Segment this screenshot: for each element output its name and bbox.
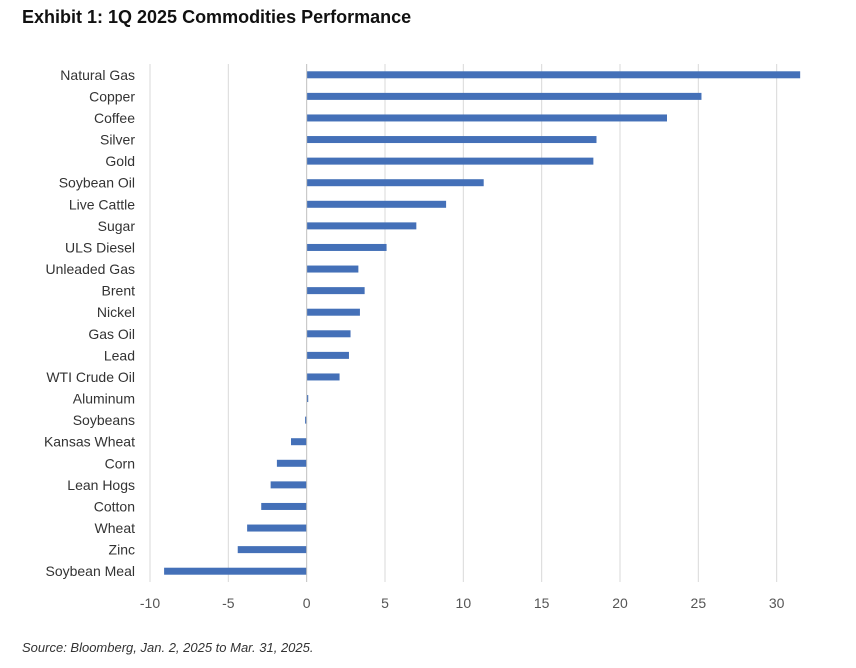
- bar-cotton: [261, 502, 307, 510]
- bar-wheat: [247, 524, 307, 532]
- source-note: Source: Bloomberg, Jan. 2, 2025 to Mar. …: [22, 640, 314, 655]
- bar-live-cattle: [306, 200, 447, 208]
- x-tick-label: -10: [140, 595, 160, 611]
- category-label-gold: Gold: [105, 153, 135, 169]
- category-label-sugar: Sugar: [98, 218, 136, 234]
- x-tick-label: 10: [456, 595, 472, 611]
- x-tick-label: 25: [691, 595, 707, 611]
- category-label-uls-diesel: ULS Diesel: [65, 239, 135, 255]
- chart-title: Exhibit 1: 1Q 2025 Commodities Performan…: [22, 7, 412, 27]
- category-label-gas-oil: Gas Oil: [88, 326, 135, 342]
- bar-uls-diesel: [306, 243, 387, 251]
- category-label-silver: Silver: [100, 132, 135, 148]
- bar-soybeans: [305, 416, 307, 424]
- category-label-unleaded-gas: Unleaded Gas: [45, 261, 135, 277]
- bar-sugar: [306, 222, 417, 230]
- category-label-live-cattle: Live Cattle: [69, 196, 135, 212]
- bar-unleaded-gas: [306, 265, 359, 273]
- bar-gas-oil: [306, 330, 351, 338]
- bar-copper: [306, 92, 702, 100]
- bar-corn: [276, 459, 307, 467]
- bar-wti-crude-oil: [306, 373, 340, 381]
- category-label-lean-hogs: Lean Hogs: [67, 477, 135, 493]
- x-tick-label: -5: [222, 595, 235, 611]
- x-tick-label: 15: [534, 595, 550, 611]
- category-label-soybean-oil: Soybean Oil: [59, 175, 135, 191]
- category-label-nickel: Nickel: [97, 304, 135, 320]
- x-tick-label: 0: [303, 595, 311, 611]
- bar-lead: [306, 351, 349, 359]
- category-label-soybean-meal: Soybean Meal: [45, 563, 135, 579]
- category-label-aluminum: Aluminum: [73, 391, 135, 407]
- category-label-natural-gas: Natural Gas: [60, 67, 135, 83]
- bar-kansas-wheat: [291, 438, 307, 446]
- category-label-wti-crude-oil: WTI Crude Oil: [46, 369, 135, 385]
- bar-zinc: [237, 546, 307, 554]
- bar-coffee: [306, 114, 667, 122]
- bar-gold: [306, 157, 594, 165]
- x-tick-label: 30: [769, 595, 785, 611]
- category-label-lead: Lead: [104, 347, 135, 363]
- bar-soybean-oil: [306, 179, 484, 187]
- bar-brent: [306, 287, 365, 295]
- category-label-copper: Copper: [89, 88, 135, 104]
- bar-lean-hogs: [270, 481, 307, 489]
- category-label-soybeans: Soybeans: [73, 412, 135, 428]
- x-tick-label: 20: [612, 595, 628, 611]
- bar-silver: [306, 136, 597, 144]
- category-label-wheat: Wheat: [95, 520, 136, 536]
- bar-natural-gas: [306, 71, 801, 79]
- category-label-kansas-wheat: Kansas Wheat: [44, 434, 135, 450]
- bar-aluminum: [306, 395, 309, 403]
- category-label-corn: Corn: [105, 455, 135, 471]
- category-label-zinc: Zinc: [109, 542, 135, 558]
- bar-soybean-meal: [164, 567, 307, 575]
- bar-nickel: [306, 308, 360, 316]
- category-label-cotton: Cotton: [94, 498, 135, 514]
- category-label-brent: Brent: [102, 283, 136, 299]
- x-tick-label: 5: [381, 595, 389, 611]
- category-label-coffee: Coffee: [94, 110, 135, 126]
